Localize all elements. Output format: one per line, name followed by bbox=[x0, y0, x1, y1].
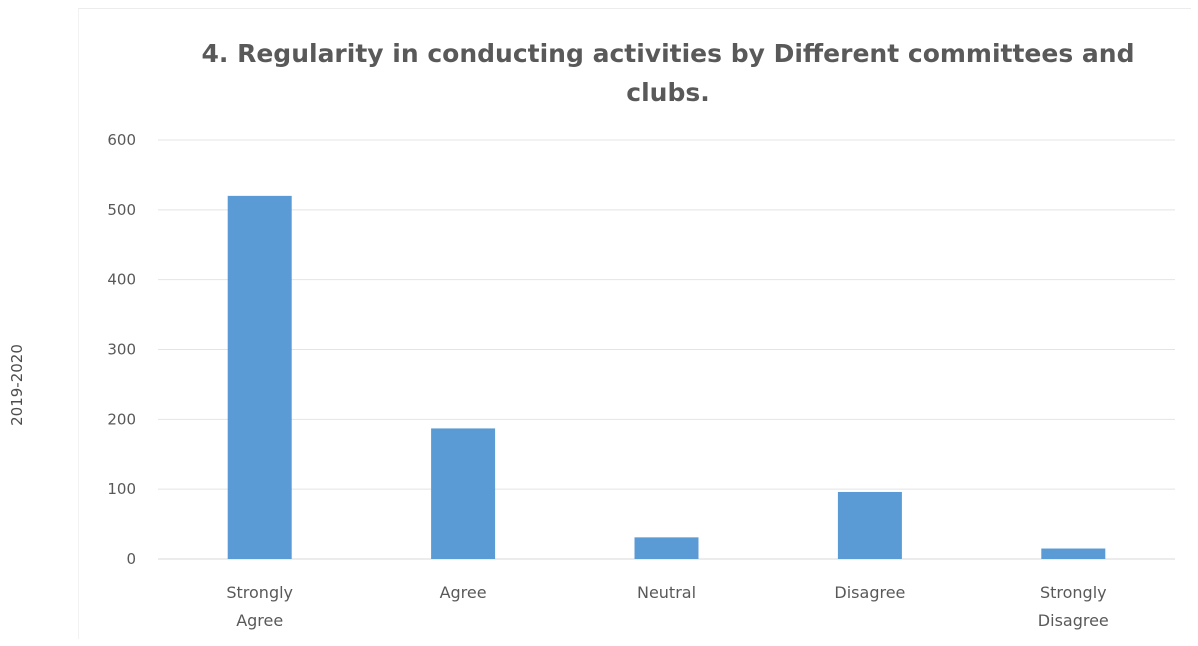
y-tick-label: 500 bbox=[107, 201, 136, 219]
y-axis-label: 2019-2020 bbox=[8, 344, 26, 426]
bar bbox=[634, 537, 699, 559]
bars bbox=[227, 195, 1106, 559]
y-tick-label: 300 bbox=[107, 341, 136, 359]
y-tick-label: 0 bbox=[126, 550, 136, 568]
chart-title-line-1: 4. Regularity in conducting activities b… bbox=[202, 39, 1135, 68]
x-category-label: Disagree bbox=[834, 583, 905, 602]
chart-frame bbox=[78, 8, 1191, 639]
gridlines bbox=[158, 139, 1175, 560]
y-axis-ticks: 0 100 200 300 400 500 600 bbox=[107, 131, 136, 568]
x-category-label: Agree bbox=[440, 583, 487, 602]
y-tick-label: 100 bbox=[107, 480, 136, 498]
x-category-label: Disagree bbox=[1038, 611, 1109, 630]
bar bbox=[1041, 548, 1106, 559]
x-category-label: Strongly bbox=[1040, 583, 1107, 602]
bar bbox=[431, 428, 496, 559]
x-category-label: Strongly bbox=[226, 583, 293, 602]
y-tick-label: 400 bbox=[107, 271, 136, 289]
y-tick-label: 200 bbox=[107, 410, 136, 428]
bar bbox=[227, 195, 292, 559]
x-axis-categories: Strongly Agree Agree Neutral Disagree Strongl… bbox=[226, 583, 1108, 630]
chart-title-line-2: clubs. bbox=[626, 78, 709, 107]
y-tick-label: 600 bbox=[107, 131, 136, 149]
bar bbox=[837, 491, 902, 559]
x-category-label: Neutral bbox=[637, 583, 696, 602]
x-category-label: Agree bbox=[236, 611, 283, 630]
